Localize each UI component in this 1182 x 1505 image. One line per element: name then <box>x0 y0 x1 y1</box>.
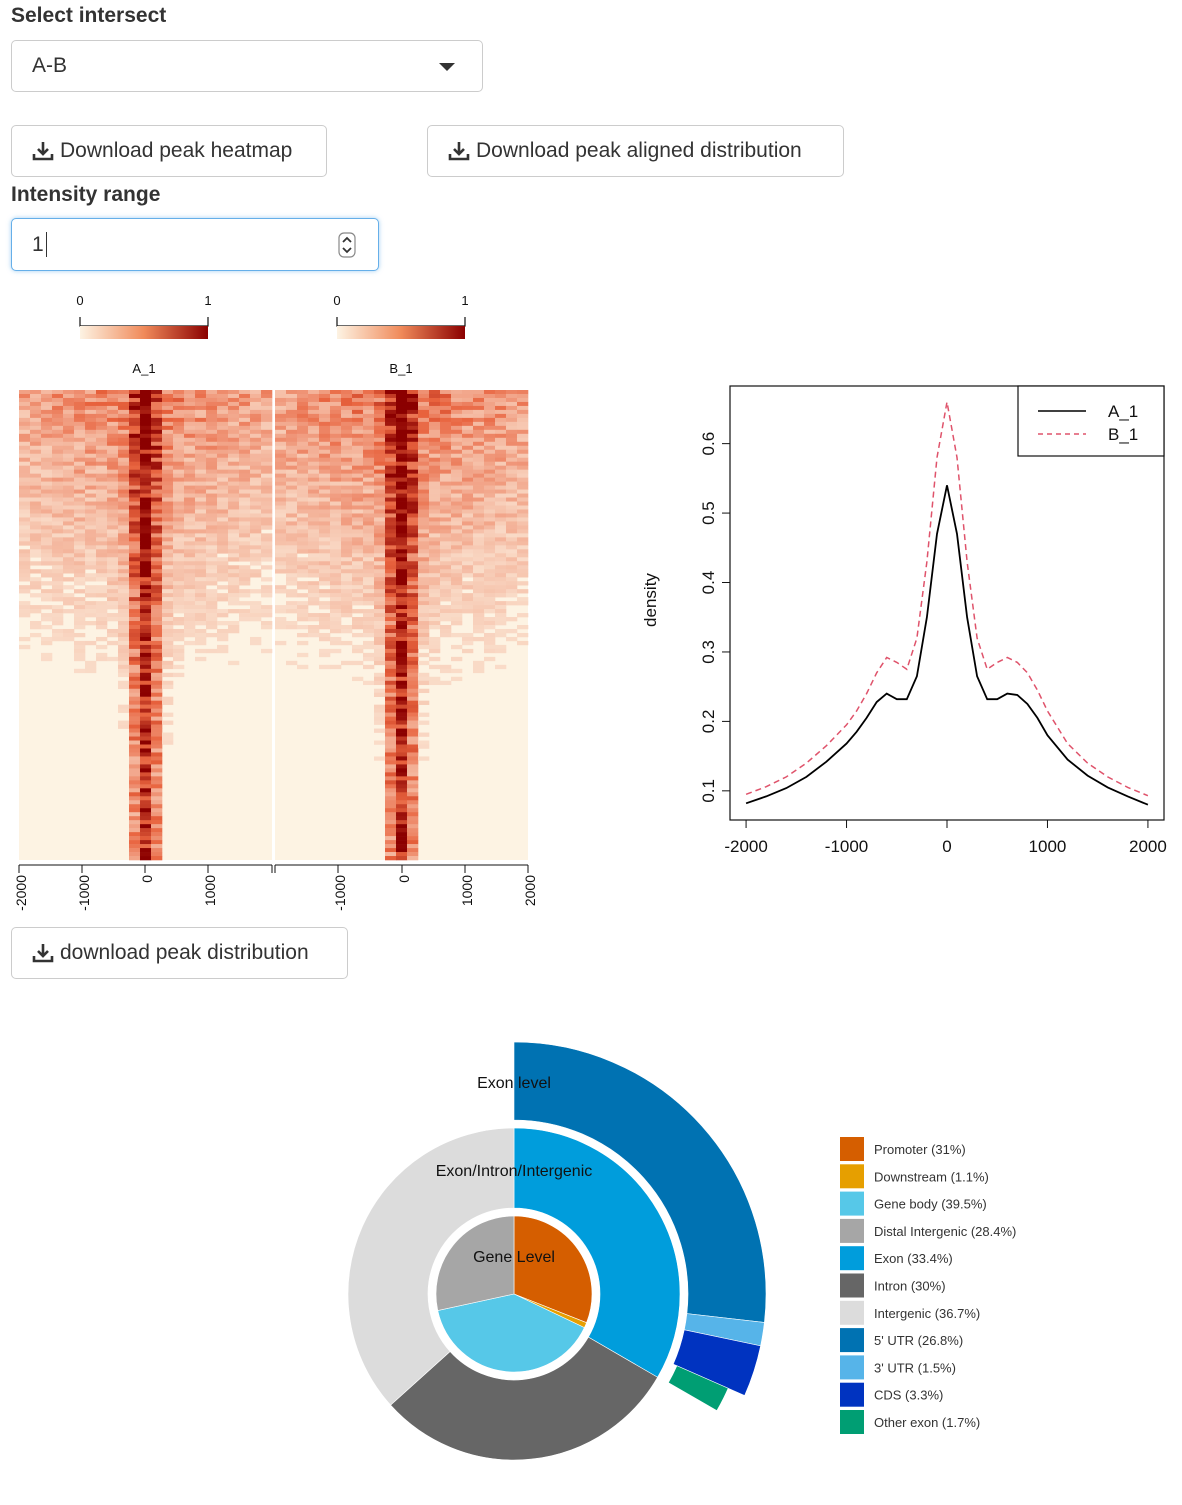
legend-label: CDS (3.3%) <box>874 1388 943 1403</box>
legend-swatch <box>840 1246 864 1271</box>
x-tick-label: -1000 <box>825 837 868 856</box>
legend-label: Intergenic (36.7%) <box>874 1306 980 1321</box>
download-heatmap-button[interactable]: Download peak heatmap <box>11 125 327 177</box>
legend-label: Downstream (1.1%) <box>874 1169 989 1184</box>
density-series-A_1 <box>745 485 1149 806</box>
intersect-select-value: A-B <box>32 54 68 77</box>
legend-series-a: A_1 <box>1108 402 1138 421</box>
intersect-label: Select intersect <box>11 4 167 27</box>
heatmap-x-axis-b: -1000 0 1000 2000 <box>274 864 538 911</box>
heatmap-panel-b <box>275 390 529 861</box>
legend-series-b: B_1 <box>1108 425 1138 444</box>
download-aligned-label: Download peak aligned distribution <box>476 139 802 162</box>
y-tick-label: 0.3 <box>699 640 718 664</box>
density-lines <box>745 401 1149 806</box>
legend-label: Distal Intergenic (28.4%) <box>874 1224 1016 1239</box>
sunburst-slice <box>667 1365 729 1411</box>
legend-label: Promoter (31%) <box>874 1142 966 1157</box>
download-distribution-button[interactable]: download peak distribution <box>11 927 348 979</box>
sunburst-slice <box>347 1127 515 1406</box>
download-icon <box>448 142 470 161</box>
ring-label-exon-level: Exon level <box>477 1075 551 1092</box>
peak-heatmap: 0 1 A_1 0 1 B_1 -2000 -1000 0 1000 -1000… <box>13 293 538 911</box>
x-tick-label: 1000 <box>1029 837 1067 856</box>
sunburst-slice <box>437 1293 585 1373</box>
color-key-a: 0 1 A_1 <box>76 293 211 376</box>
color-key-a-min: 0 <box>76 293 83 308</box>
ring-label-gene-level: Gene Level <box>473 1249 555 1266</box>
intensity-label: Intensity range <box>11 183 161 206</box>
legend-label: Other exon (1.7%) <box>874 1415 980 1430</box>
heatmap-x-axis-a: -2000 -1000 0 1000 <box>13 864 273 911</box>
heatmap-b-tick-label: 0 <box>396 875 412 883</box>
x-tick-label: 2000 <box>1129 837 1167 856</box>
legend-label: 3' UTR (1.5%) <box>874 1360 956 1375</box>
ring-label-exon-intron: Exon/Intron/Intergenic <box>436 1163 593 1180</box>
panel-a-title: A_1 <box>132 361 155 376</box>
heatmap-a-tick-label: 0 <box>139 875 155 883</box>
sunburst-slice <box>435 1215 515 1311</box>
download-icon <box>32 142 54 161</box>
heatmap-b-tick-label: 2000 <box>522 875 538 906</box>
legend-swatch <box>840 1355 864 1380</box>
legend-swatch <box>840 1273 864 1298</box>
download-distribution-label: download peak distribution <box>60 941 309 964</box>
y-tick-label: 0.5 <box>699 501 718 525</box>
intersect-select[interactable]: A-B <box>11 40 483 92</box>
annotation-sunburst: Exon level Exon/Intron/Intergenic Gene L… <box>347 1041 767 1461</box>
intensity-input[interactable]: 1 <box>11 218 379 271</box>
density-x-axis: -2000 -1000 0 1000 2000 <box>724 819 1167 856</box>
color-key-a-max: 1 <box>204 293 211 308</box>
y-tick-label: 0.1 <box>699 779 718 803</box>
color-key-b-min: 0 <box>333 293 340 308</box>
color-key-b-max: 1 <box>461 293 468 308</box>
color-key-b: 0 1 B_1 <box>333 293 468 376</box>
download-icon <box>32 944 54 963</box>
download-aligned-button[interactable]: Download peak aligned distribution <box>427 125 844 177</box>
density-chart: density 0.1 0.2 0.3 0.4 0.5 0.6 -2000 -1000 0 10… <box>641 385 1167 856</box>
heatmap-panel-a <box>19 390 273 861</box>
text-cursor <box>46 232 47 257</box>
legend-swatch <box>840 1300 864 1325</box>
legend-swatch <box>840 1164 864 1189</box>
y-tick-label: 0.2 <box>699 710 718 734</box>
sunburst-legend: Promoter (31%) Downstream (1.1%) Gene body… <box>840 1137 1016 1434</box>
sunburst-slice <box>672 1329 761 1396</box>
legend-swatch <box>840 1218 864 1243</box>
download-heatmap-label: Download peak heatmap <box>60 139 293 162</box>
density-y-label: density <box>641 573 660 627</box>
sunburst-slice <box>513 1127 681 1378</box>
legend-swatch <box>840 1410 864 1434</box>
density-legend: A_1 B_1 <box>1017 385 1165 457</box>
legend-swatch <box>840 1382 864 1407</box>
legend-swatch <box>840 1137 864 1161</box>
density-series-B_1 <box>745 401 1149 797</box>
heatmap-b-tick-label: -1000 <box>332 875 348 911</box>
y-tick-label: 0.6 <box>699 432 718 456</box>
density-y-axis: 0.1 0.2 0.3 0.4 0.5 0.6 <box>699 432 731 803</box>
sunburst-slice <box>513 1215 593 1324</box>
legend-label: 5' UTR (26.8%) <box>874 1333 963 1348</box>
sunburst-slice <box>390 1336 658 1461</box>
sunburst-slice <box>513 1041 767 1323</box>
legend-swatch <box>840 1328 864 1353</box>
legend-label: Intron (30%) <box>874 1279 946 1294</box>
panel-b-title: B_1 <box>389 361 412 376</box>
heatmap-a-tick-label: 1000 <box>202 875 218 906</box>
caret-down-icon <box>439 63 455 71</box>
intensity-value: 1 <box>32 233 44 256</box>
spinner-icon[interactable] <box>338 232 356 258</box>
heatmap-b-tick-label: 1000 <box>459 875 475 906</box>
x-tick-label: -2000 <box>724 837 767 856</box>
y-tick-label: 0.4 <box>699 571 718 595</box>
legend-label: Exon (33.4%) <box>874 1251 953 1266</box>
heatmap-a-tick-label: -1000 <box>76 875 92 911</box>
x-tick-label: 0 <box>942 837 951 856</box>
heatmap-a-tick-label: -2000 <box>13 875 29 911</box>
legend-swatch <box>840 1191 864 1216</box>
legend-label: Gene body (39.5%) <box>874 1197 987 1212</box>
